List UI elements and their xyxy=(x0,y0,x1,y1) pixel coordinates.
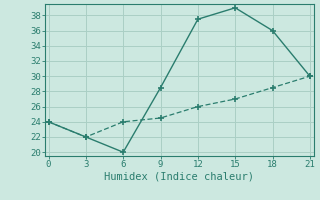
X-axis label: Humidex (Indice chaleur): Humidex (Indice chaleur) xyxy=(104,172,254,182)
